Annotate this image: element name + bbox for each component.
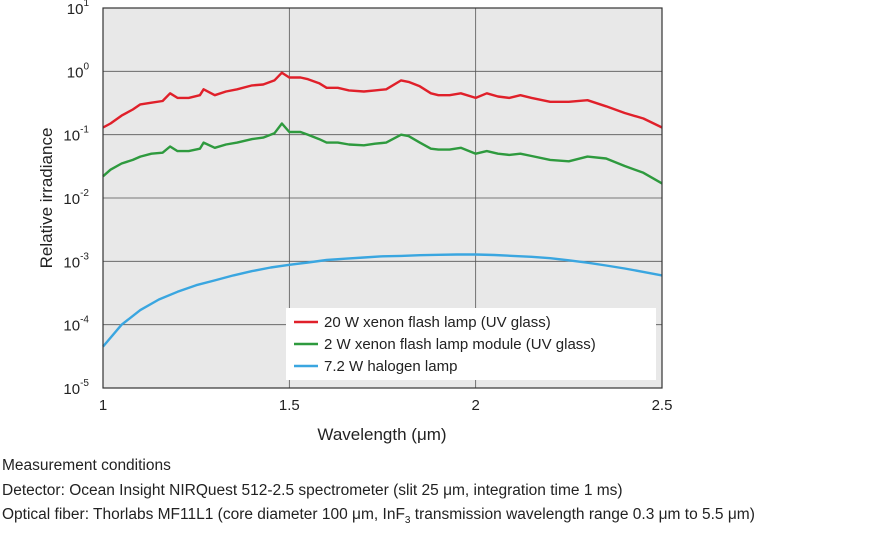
y-tick-exponent: -2 <box>80 188 89 199</box>
series-line-2 <box>102 122 663 185</box>
y-tick-exponent: -3 <box>80 251 89 262</box>
y-tick-label: 10-3 <box>63 251 89 271</box>
y-tick-label: 10-4 <box>63 315 89 335</box>
y-tick-exponent: -1 <box>80 125 89 136</box>
legend-label: 2 W xenon flash lamp module (UV glass) <box>324 336 596 353</box>
y-tick-label: 10-1 <box>63 125 89 145</box>
x-axis-label: Wavelength (μm) <box>317 425 446 444</box>
y-tick-label: 100 <box>67 61 90 81</box>
y-tick-exponent: -4 <box>80 315 89 326</box>
notes-fiber: Optical fiber: Thorlabs MF11L1 (core dia… <box>2 503 755 534</box>
y-tick-label: 10-5 <box>63 378 89 398</box>
series-layer <box>102 71 663 348</box>
notes-heading: Measurement conditions <box>2 457 171 474</box>
series-line-3 <box>102 253 663 348</box>
notes-fiber-post: transmission wavelength range 0.3 μm to … <box>410 506 755 523</box>
legend-box <box>286 308 656 380</box>
y-tick-label: 101 <box>67 0 90 18</box>
legend-items: 20 W xenon flash lamp (UV glass) 2 W xeno… <box>294 314 596 375</box>
legend: 20 W xenon flash lamp (UV glass) 2 W xeno… <box>286 308 656 380</box>
measurement-notes: Measurement conditions Detector: Ocean I… <box>2 454 755 534</box>
plot-frame <box>102 7 663 389</box>
y-tick-exponent: 0 <box>83 61 89 72</box>
x-tick-label: 2.5 <box>652 397 673 414</box>
series-line-1 <box>102 71 663 129</box>
notes-fiber-pre: Optical fiber: Thorlabs MF11L1 (core dia… <box>2 506 405 523</box>
notes-detector: Detector: Ocean Insight NIRQuest 512-2.5… <box>2 481 623 499</box>
y-tick-exponent: -5 <box>80 378 89 389</box>
x-tick-label: 1.5 <box>279 397 300 414</box>
y-tick-label: 10-2 <box>63 188 89 208</box>
notes-fiber-subscript: 3 <box>404 515 411 527</box>
x-tick-label: 1 <box>99 397 107 414</box>
x-tick-label: 2 <box>471 397 479 414</box>
legend-label: 7.2 W halogen lamp <box>324 358 457 375</box>
y-axis-label: Relative irradiance <box>37 128 56 269</box>
y-tick-exponent: 1 <box>83 0 89 9</box>
legend-label: 20 W xenon flash lamp (UV glass) <box>324 314 551 331</box>
x-tick-labels: 1 1.5 2 2.5 <box>99 397 673 414</box>
